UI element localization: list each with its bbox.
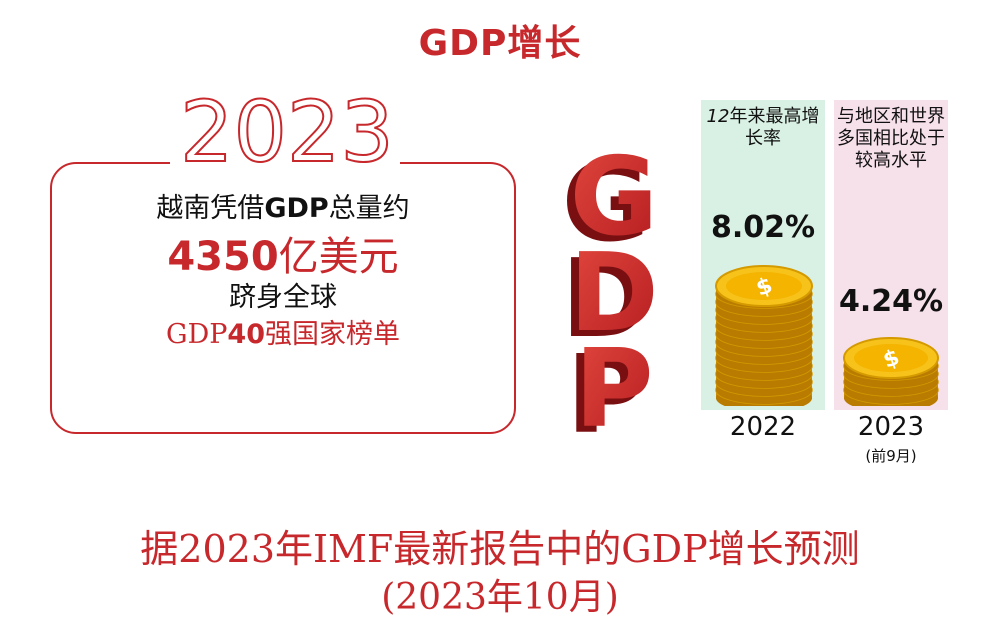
info-line-4-a: GDP bbox=[166, 319, 228, 350]
info-line-4-b: 40 bbox=[227, 319, 265, 350]
info-line-1-a: 越南凭借 bbox=[156, 193, 265, 224]
page-title: GDP增长 bbox=[0, 14, 1000, 66]
gdp-unit: 亿美元 bbox=[278, 234, 399, 280]
growth-label-2022-num: 12 bbox=[706, 106, 730, 127]
info-line-2: 4350亿美元 bbox=[50, 224, 516, 282]
dollar-coin-icon: $ bbox=[843, 337, 939, 379]
forecast-title: 据2023年IMF最新报告中的GDP增长预测 bbox=[140, 527, 860, 571]
gdp-letter-p-shadow: P bbox=[566, 333, 645, 440]
coin-stack-2022: $ bbox=[715, 265, 813, 406]
gdp-letter-g: G bbox=[570, 140, 659, 260]
gdp-letter-p: P bbox=[574, 327, 653, 440]
gdp-letter-g-shadow: G bbox=[562, 141, 651, 266]
growth-year-2023: 2023 bbox=[857, 412, 925, 442]
growth-year-2022: 2022 bbox=[729, 412, 797, 442]
growth-label-2022: 12年来最高增长率 bbox=[701, 106, 825, 150]
growth-percent-2022: 8.02% bbox=[710, 210, 816, 245]
info-line-1-c: 总量约 bbox=[328, 193, 410, 224]
forecast-subtitle: (2023年10月) bbox=[381, 577, 619, 618]
info-line-1: 越南凭借GDP总量约 bbox=[50, 186, 516, 225]
info-line-4-c: 强国家榜单 bbox=[264, 319, 400, 350]
info-line-3: 跻身全球 bbox=[229, 282, 337, 313]
growth-period-2023: (前9月) bbox=[865, 447, 917, 465]
gdp-letter-d: D bbox=[569, 231, 659, 356]
info-box-gap bbox=[170, 150, 400, 174]
page-title-prefix: GDP bbox=[418, 23, 508, 64]
gdp-amount: 4350 bbox=[167, 234, 279, 280]
growth-label-2023: 与地区和世界多国相比处于较高水平 bbox=[837, 106, 945, 171]
page-title-suffix: 增长 bbox=[507, 23, 582, 64]
dollar-coin-icon: $ bbox=[715, 265, 813, 307]
coin-stack-2023: $ bbox=[843, 337, 939, 406]
year-heading: 2023 bbox=[179, 83, 395, 181]
growth-percent-2023: 4.24% bbox=[838, 284, 944, 319]
gdp-3d-letters: G D P G D P bbox=[561, 140, 659, 440]
gdp-letter-d-shadow: D bbox=[561, 237, 651, 362]
info-line-1-b: GDP bbox=[264, 193, 329, 224]
info-line-4: GDP40强国家榜单 bbox=[50, 312, 516, 351]
growth-label-2022-text: 年来最高增长率 bbox=[729, 106, 820, 149]
